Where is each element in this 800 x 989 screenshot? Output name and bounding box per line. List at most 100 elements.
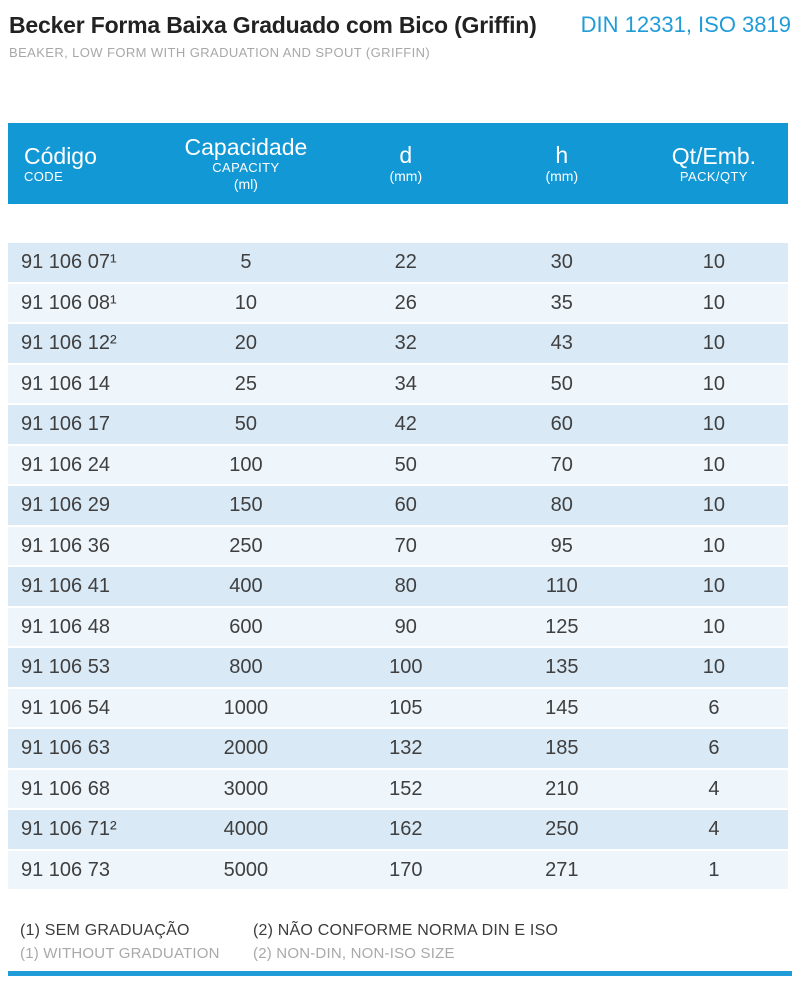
cell-code: 91 106 54 (21, 696, 110, 719)
cell-d: 170 (389, 858, 423, 881)
cell-h: 30 (550, 251, 573, 274)
cell-code: 91 106 68 (21, 777, 110, 800)
cell-capacity: 250 (229, 534, 263, 557)
cell-h: 50 (550, 372, 573, 395)
cell-h: 43 (550, 332, 573, 355)
cell-qty: 10 (702, 372, 726, 395)
cell-capacity: 4000 (223, 818, 269, 841)
cell-capacity: 20 (234, 332, 258, 355)
table-header: Código CODE Capacidade CAPACITY (ml) d (… (8, 123, 788, 204)
table-row: 91 106 36 250 70 95 10 (8, 526, 788, 567)
cell-qty: 1 (708, 858, 720, 881)
cell-qty: 6 (708, 696, 720, 719)
header-cell-qty: Qt/Emb. PACK/QTY (640, 123, 788, 204)
cell-d: 42 (394, 413, 417, 436)
cell-h: 60 (550, 413, 573, 436)
bottom-rule (8, 971, 792, 976)
cell-qty: 10 (702, 494, 726, 517)
cell-capacity: 800 (229, 656, 263, 679)
cell-qty: 10 (702, 453, 726, 476)
cell-qty: 10 (702, 615, 726, 638)
cell-capacity: 400 (229, 575, 263, 598)
cell-code: 91 106 12² (21, 332, 117, 355)
cell-code: 91 106 73 (21, 858, 110, 881)
cell-capacity: 5000 (223, 858, 269, 881)
column-label: Capacidade (184, 134, 308, 160)
column-sublabel: CODE (24, 168, 64, 184)
cell-h: 210 (545, 777, 579, 800)
cell-capacity: 2000 (223, 737, 269, 760)
column-label: Qt/Emb. (671, 142, 757, 169)
header-cell-codigo: Código CODE (8, 123, 164, 204)
cell-qty: 10 (702, 291, 726, 314)
cell-qty: 10 (702, 251, 726, 274)
table-row: 91 106 68 3000 152 210 4 (8, 769, 788, 810)
column-unit: (mm) (545, 168, 579, 184)
cell-d: 105 (389, 696, 423, 719)
cell-h: 185 (545, 737, 579, 760)
footnote-line-pt: (1) SEM GRADUAÇÃO (2) NÃO CONFORME NORMA… (20, 922, 780, 940)
footnote-pt-2: (2) NÃO CONFORME NORMA DIN E ISO (253, 922, 559, 939)
cell-code: 91 106 36 (21, 534, 110, 557)
cell-h: 250 (545, 818, 579, 841)
cell-capacity: 1000 (223, 696, 269, 719)
column-label: Código (24, 142, 97, 169)
cell-d: 26 (394, 291, 417, 314)
cell-qty: 10 (702, 575, 726, 598)
cell-code: 91 106 71² (21, 818, 117, 841)
table-row: 91 106 17 50 42 60 10 (8, 405, 788, 446)
cell-code: 91 106 24 (21, 453, 110, 476)
cell-qty: 10 (702, 656, 726, 679)
document-header: Becker Forma Baixa Graduado com Bico (Gr… (9, 12, 791, 60)
cell-capacity: 3000 (223, 777, 269, 800)
column-label: h (555, 142, 569, 168)
cell-code: 91 106 63 (21, 737, 110, 760)
cell-qty: 6 (708, 737, 720, 760)
footnote-en-2: (2) NON-DIN, NON-ISO SIZE (253, 945, 455, 962)
cell-qty: 4 (708, 777, 720, 800)
cell-h: 80 (550, 494, 573, 517)
column-unit: (ml) (233, 176, 258, 192)
table-row: 91 106 41 400 80 110 10 (8, 567, 788, 608)
cell-qty: 10 (702, 534, 726, 557)
standards-label: DIN 12331, ISO 3819 (580, 12, 791, 37)
cell-capacity: 10 (234, 291, 258, 314)
header-cell-h: h (mm) (484, 123, 640, 204)
cell-d: 132 (389, 737, 423, 760)
cell-d: 60 (394, 494, 417, 517)
table-row: 91 106 54 1000 105 145 6 (8, 688, 788, 729)
cell-capacity: 5 (240, 251, 252, 274)
cell-code: 91 106 29 (21, 494, 110, 517)
cell-h: 70 (550, 453, 573, 476)
cell-capacity: 25 (234, 372, 258, 395)
cell-qty: 10 (702, 332, 726, 355)
cell-capacity: 600 (229, 615, 263, 638)
table-row: 91 106 24 100 50 70 10 (8, 445, 788, 486)
column-unit: (mm) (389, 168, 423, 184)
table-row: 91 106 14 25 34 50 10 (8, 364, 788, 405)
cell-capacity: 50 (234, 413, 258, 436)
column-sublabel: CAPACITY (212, 160, 280, 175)
cell-code: 91 106 53 (21, 656, 110, 679)
column-label: d (399, 142, 413, 168)
cell-capacity: 100 (229, 453, 263, 476)
cell-d: 34 (394, 372, 417, 395)
table-row: 91 106 48 600 90 125 10 (8, 607, 788, 648)
page-title: Becker Forma Baixa Graduado com Bico (Gr… (9, 12, 537, 38)
cell-code: 91 106 48 (21, 615, 110, 638)
cell-h: 110 (545, 575, 578, 598)
table-row: 91 106 12² 20 32 43 10 (8, 324, 788, 365)
cell-d: 162 (389, 818, 423, 841)
cell-d: 80 (394, 575, 417, 598)
table-row: 91 106 08¹ 10 26 35 10 (8, 283, 788, 324)
table-row: 91 106 29 150 60 80 10 (8, 486, 788, 527)
table-row: 91 106 73 5000 170 271 1 (8, 850, 788, 891)
cell-code: 91 106 08¹ (21, 291, 117, 314)
cell-h: 135 (545, 656, 579, 679)
table-row: 91 106 63 2000 132 185 6 (8, 729, 788, 770)
column-sublabel: PACK/QTY (679, 168, 748, 184)
cell-code: 91 106 17 (21, 413, 110, 436)
title-row: Becker Forma Baixa Graduado com Bico (Gr… (9, 12, 791, 38)
cell-d: 32 (394, 332, 417, 355)
